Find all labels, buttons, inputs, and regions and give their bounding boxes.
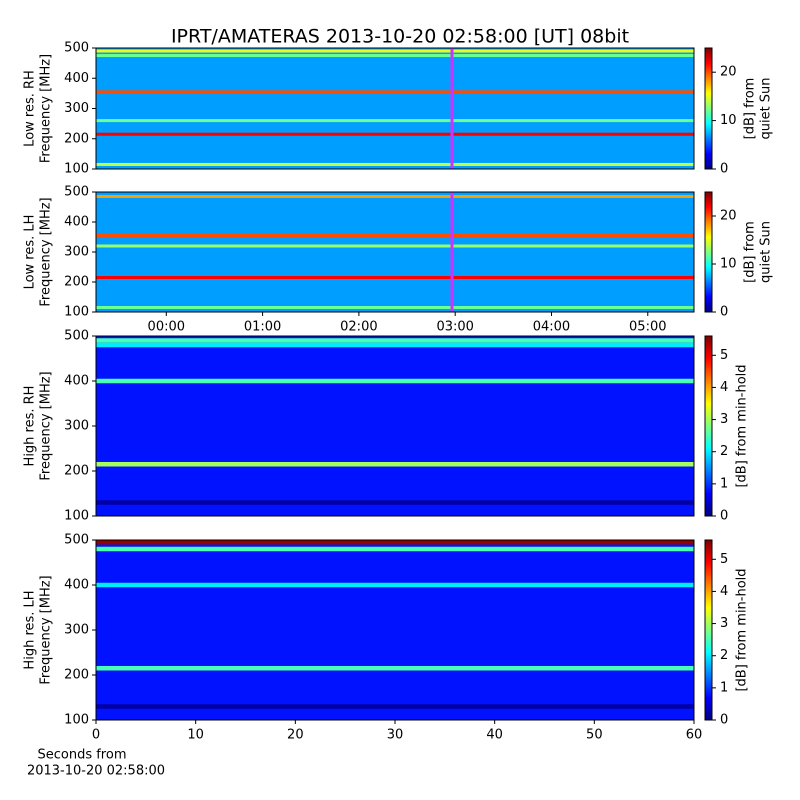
y-axis-label: Frequency [MHz] [39, 54, 54, 163]
emission-band [96, 276, 694, 279]
chart-title: IPRT/AMATERAS 2013-10-20 02:58:00 [UT] 0… [171, 26, 629, 48]
emission-band [96, 540, 694, 545]
y-axis-label: Frequency [MHz] [39, 371, 54, 480]
emission-band [96, 90, 694, 94]
heatmap-background [96, 540, 694, 720]
emission-band [96, 306, 694, 309]
emission-band [96, 338, 694, 343]
x-tick-label: 05:00 [629, 320, 666, 335]
y-tick-label: 300 [64, 245, 89, 260]
x-tick-label: 00:00 [148, 320, 185, 335]
y-tick-label: 500 [64, 185, 89, 200]
y-tick-label: 200 [64, 275, 89, 290]
emission-band [96, 244, 694, 248]
emission-band [96, 500, 694, 505]
colorbar-label: [dB] from [743, 221, 758, 283]
emission-band [96, 342, 694, 348]
y-tick-label: 100 [64, 713, 89, 728]
emission-band [96, 704, 694, 709]
emission-band [96, 234, 694, 237]
x-tick-label: 03:00 [436, 320, 473, 335]
colorbar-label: [dB] from min-hold [735, 364, 750, 487]
y-tick-label: 500 [64, 329, 89, 344]
x-tick-label: 60 [686, 728, 703, 743]
colorbar-tick-label: 3 [720, 616, 728, 631]
colorbar-tick-label: 0 [720, 713, 728, 728]
colorbar-tick-label: 4 [720, 584, 728, 599]
colorbar-tick-label: 20 [720, 209, 737, 224]
y-tick-label: 400 [64, 578, 89, 593]
x-tick-label: 40 [486, 728, 503, 743]
colorbar-tick-label: 2 [720, 648, 728, 663]
colorbar-tick-label: 5 [720, 348, 728, 363]
x-tick-label: 04:00 [533, 320, 570, 335]
colorbar-tick-label: 3 [720, 412, 728, 427]
x-axis-label: 2013-10-20 02:58:00 [27, 764, 165, 779]
x-tick-label: 50 [586, 728, 603, 743]
y-axis-label: Frequency [MHz] [39, 197, 54, 306]
y-tick-label: 100 [64, 162, 89, 177]
y-axis-label: Frequency [MHz] [39, 575, 54, 684]
colorbar-label: [dB] from min-hold [735, 568, 750, 691]
x-tick-label: 02:00 [340, 320, 377, 335]
colorbar-tick-label: 1 [720, 680, 728, 695]
colorbar-tick-label: 2 [720, 444, 728, 459]
y-tick-label: 300 [64, 101, 89, 116]
emission-band [96, 54, 694, 58]
y-axis-label: Low res. LH [23, 215, 38, 290]
emission-band [96, 462, 694, 467]
y-tick-label: 200 [64, 668, 89, 683]
colorbar-label: quiet Sun [759, 77, 774, 139]
emission-band [96, 49, 694, 53]
x-tick-label: 01:00 [244, 320, 281, 335]
colorbar-tick-label: 1 [720, 476, 728, 491]
x-tick-label: 0 [92, 728, 100, 743]
y-tick-label: 400 [64, 71, 89, 86]
heatmap-background [96, 48, 694, 169]
colorbar-tick-label: 0 [720, 305, 728, 320]
y-tick-label: 200 [64, 131, 89, 146]
y-tick-label: 400 [64, 374, 89, 389]
y-axis-label: High res. LH [23, 590, 38, 669]
y-tick-label: 300 [64, 419, 89, 434]
colorbar-tick-label: 20 [720, 65, 737, 80]
colorbar-tick-label: 0 [720, 509, 728, 524]
heatmap-background [96, 192, 694, 312]
colorbar [704, 191, 713, 313]
colorbar [704, 47, 713, 170]
emission-band [96, 546, 694, 552]
colorbar [704, 335, 713, 517]
colorbar [704, 539, 713, 721]
colorbar-tick-label: 10 [720, 257, 737, 272]
x-tick-label: 30 [387, 728, 404, 743]
emission-band [96, 162, 694, 166]
colorbar-tick-label: 4 [720, 380, 728, 395]
emission-band [96, 582, 694, 588]
colorbar-tick-label: 5 [720, 552, 728, 567]
x-axis-label: Seconds from [37, 748, 126, 763]
y-tick-label: 100 [64, 509, 89, 524]
y-tick-label: 400 [64, 215, 89, 230]
y-tick-label: 500 [64, 41, 89, 56]
y-tick-label: 500 [64, 533, 89, 548]
y-tick-label: 100 [64, 305, 89, 320]
x-tick-label: 10 [187, 728, 204, 743]
y-tick-label: 200 [64, 464, 89, 479]
colorbar-label: [dB] from [743, 78, 758, 140]
heatmap-background [96, 336, 694, 516]
emission-band [96, 119, 694, 123]
colorbar-tick-label: 0 [720, 162, 728, 177]
y-axis-label: High res. RH [23, 386, 38, 467]
colorbar-label: quiet Sun [759, 221, 774, 283]
x-tick-label: 20 [287, 728, 304, 743]
colorbar-tick-label: 10 [720, 113, 737, 128]
y-tick-label: 300 [64, 623, 89, 638]
emission-band [96, 378, 694, 384]
emission-band [96, 666, 694, 671]
y-axis-label: Low res. RH [23, 70, 38, 147]
emission-band [96, 132, 694, 136]
emission-band [96, 195, 694, 198]
